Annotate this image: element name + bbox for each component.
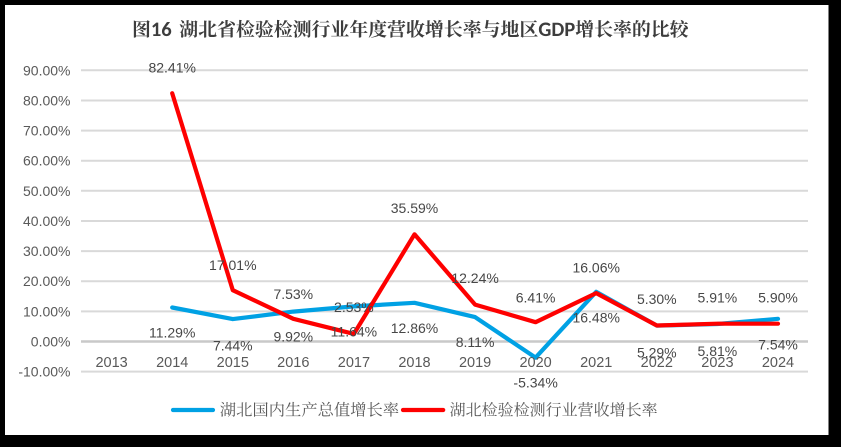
svg-text:5.29%: 5.29% [637, 344, 677, 360]
svg-text:5.91%: 5.91% [698, 290, 738, 306]
svg-text:5.30%: 5.30% [637, 291, 677, 307]
svg-text:70.00%: 70.00% [23, 123, 70, 139]
svg-text:2013: 2013 [95, 355, 127, 371]
svg-text:0.00%: 0.00% [31, 334, 71, 350]
svg-text:60.00%: 60.00% [23, 153, 70, 169]
svg-text:2020: 2020 [519, 355, 551, 371]
svg-text:2.53%: 2.53% [334, 299, 374, 315]
svg-text:2017: 2017 [338, 355, 370, 371]
svg-text:40.00%: 40.00% [23, 213, 70, 229]
svg-text:2023: 2023 [701, 355, 733, 371]
svg-text:12.86%: 12.86% [391, 320, 438, 336]
svg-text:2014: 2014 [156, 355, 188, 371]
svg-text:5.81%: 5.81% [698, 343, 738, 359]
svg-text:82.41%: 82.41% [148, 59, 195, 75]
svg-text:-5.34%: -5.34% [513, 374, 557, 390]
svg-text:10.00%: 10.00% [23, 303, 70, 319]
svg-text:7.53%: 7.53% [273, 286, 313, 302]
svg-text:2022: 2022 [641, 355, 673, 371]
svg-text:90.00%: 90.00% [23, 62, 70, 78]
svg-text:16.06%: 16.06% [572, 260, 619, 276]
svg-text:2021: 2021 [580, 355, 612, 371]
svg-text:-10.00%: -10.00% [18, 364, 70, 380]
svg-text:2024: 2024 [762, 355, 794, 371]
svg-text:8.11%: 8.11% [456, 334, 495, 350]
svg-text:12.24%: 12.24% [451, 270, 498, 286]
svg-text:2018: 2018 [398, 355, 430, 371]
svg-text:35.59%: 35.59% [391, 200, 438, 216]
svg-text:5.90%: 5.90% [758, 290, 798, 306]
svg-text:80.00%: 80.00% [23, 93, 70, 109]
svg-text:17.01%: 17.01% [209, 257, 256, 273]
svg-text:9.92%: 9.92% [273, 329, 313, 345]
svg-text:16.48%: 16.48% [572, 309, 619, 325]
svg-text:50.00%: 50.00% [23, 183, 70, 199]
svg-text:2019: 2019 [459, 355, 491, 371]
svg-text:30.00%: 30.00% [23, 243, 70, 259]
svg-text:2015: 2015 [217, 355, 249, 371]
svg-text:6.41%: 6.41% [516, 289, 556, 305]
svg-text:7.54%: 7.54% [758, 336, 798, 352]
svg-text:20.00%: 20.00% [23, 273, 70, 289]
svg-text:7.44%: 7.44% [213, 337, 253, 353]
svg-text:11.64%: 11.64% [331, 323, 377, 339]
svg-text:2016: 2016 [277, 355, 309, 371]
svg-text:11.29%: 11.29% [149, 324, 195, 340]
